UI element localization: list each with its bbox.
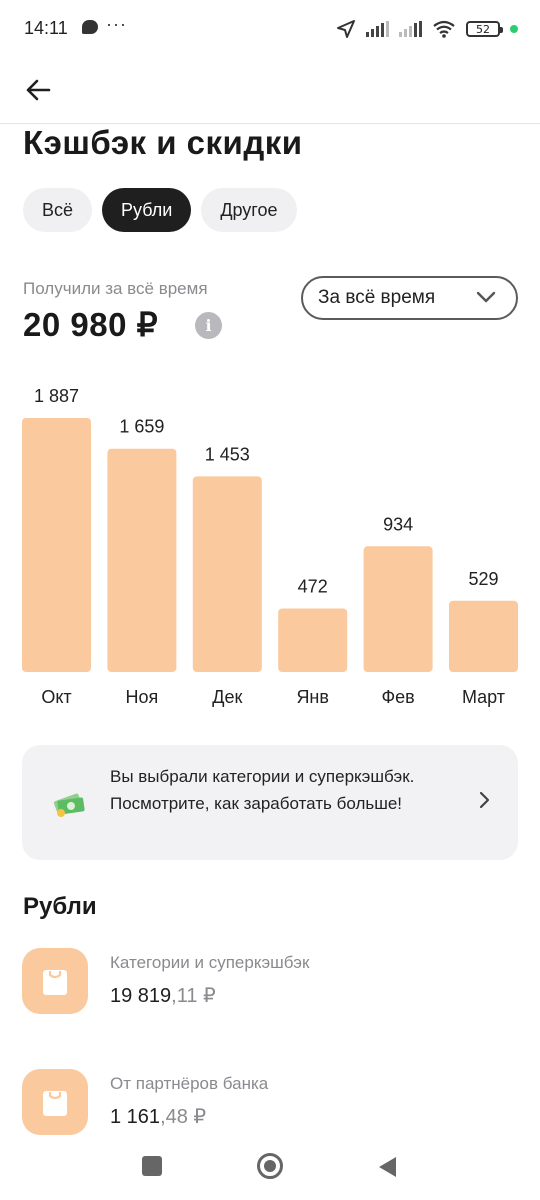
chevron-down-icon — [476, 291, 496, 303]
chart-value-label: 1 887 — [34, 386, 79, 406]
chart-bar[interactable] — [449, 600, 518, 672]
period-select-value: За всё время — [318, 287, 436, 308]
summary-label: Получили за всё время — [23, 279, 208, 298]
status-icons: 52 — [336, 17, 518, 41]
location-arrow-icon — [337, 20, 355, 38]
chart-category-label: Окт — [41, 687, 71, 707]
section-title: Рубли — [23, 893, 97, 920]
period-select[interactable]: За всё время — [301, 276, 518, 320]
top-app-bar — [0, 58, 540, 124]
shopping-bag-icon — [43, 1091, 67, 1116]
signal-icon — [366, 21, 389, 37]
list-item-partners[interactable]: От партнёров банка 1 161,48 ₽ — [22, 1069, 518, 1139]
chip-other[interactable]: Другое — [201, 188, 297, 232]
list-item-title: Категории и суперкэшбэк — [110, 953, 310, 972]
chart-category-label: Ноя — [126, 687, 159, 707]
page-title: Кэшбэк и скидки — [23, 124, 303, 161]
chip-rubles[interactable]: Рубли — [102, 188, 192, 232]
chart-value-label: 472 — [298, 576, 328, 596]
list-item-value: 1 161,48 ₽ — [110, 1104, 206, 1129]
promo-card[interactable]: Вы выбрали категории и суперкэшбэк. Посм… — [22, 745, 518, 860]
filter-chips: Всё Рубли Другое — [23, 188, 297, 232]
summary-amount: 20 980 ₽ — [23, 306, 159, 343]
value-fraction: ,48 ₽ — [160, 1106, 207, 1128]
back-triangle-icon[interactable] — [376, 1155, 398, 1179]
chevron-right-icon — [479, 791, 490, 809]
back-button[interactable] — [14, 66, 62, 114]
status-time: 14:11 — [24, 18, 68, 38]
wifi-icon — [433, 20, 455, 38]
chart-category-label: Март — [462, 687, 505, 707]
cashback-bar-chart: 1 887 Окт 1 659 Ноя 1 453 Дек 472 Янв 934 Фев 529 М… — [22, 386, 518, 707]
list-item-categories[interactable]: Категории и суперкэшбэк 19 819,11 ₽ — [22, 948, 518, 1018]
battery-level: 52 — [476, 22, 490, 36]
value-integer: 1 161 — [110, 1106, 161, 1128]
battery-icon: 52 — [466, 21, 503, 37]
message-icon — [82, 20, 98, 34]
more-notifications-icon: ··· — [106, 14, 127, 34]
arrow-left-icon — [26, 79, 51, 101]
chart-bar[interactable] — [107, 448, 177, 672]
list-icon — [22, 948, 88, 1014]
shopping-bag-icon — [43, 970, 67, 995]
promo-text: Вы выбрали категории и суперкэшбэк. Посм… — [110, 767, 415, 813]
chart-category-label: Фев — [381, 687, 414, 707]
value-fraction: ,11 ₽ — [171, 985, 216, 1007]
info-icon[interactable]: i — [195, 312, 222, 339]
chart-value-label: 934 — [383, 514, 413, 534]
chart-value-label: 529 — [468, 569, 498, 589]
value-integer: 19 819 — [110, 985, 172, 1007]
system-nav-bar — [0, 1140, 540, 1200]
home-icon[interactable] — [257, 1153, 283, 1179]
list-icon — [22, 1069, 88, 1135]
list-item-value: 19 819,11 ₽ — [110, 983, 216, 1008]
recent-apps-icon[interactable] — [142, 1156, 162, 1176]
chart-value-label: 1 453 — [205, 444, 250, 464]
chart-bar[interactable] — [278, 608, 348, 672]
chart-category-label: Янв — [296, 687, 329, 707]
chart-bar[interactable] — [22, 418, 91, 672]
list-item-title: От партнёров банка — [110, 1074, 269, 1093]
chart-bar[interactable] — [192, 476, 262, 672]
chart-bar[interactable] — [363, 546, 433, 672]
money-icon — [53, 793, 85, 817]
chart-category-label: Дек — [212, 687, 242, 707]
signal-icon — [399, 21, 422, 37]
chart-value-label: 1 659 — [119, 417, 164, 437]
status-bar: 14:11 ··· 52 — [0, 0, 540, 58]
privacy-indicator-icon — [510, 25, 518, 33]
chip-all[interactable]: Всё — [23, 188, 93, 232]
